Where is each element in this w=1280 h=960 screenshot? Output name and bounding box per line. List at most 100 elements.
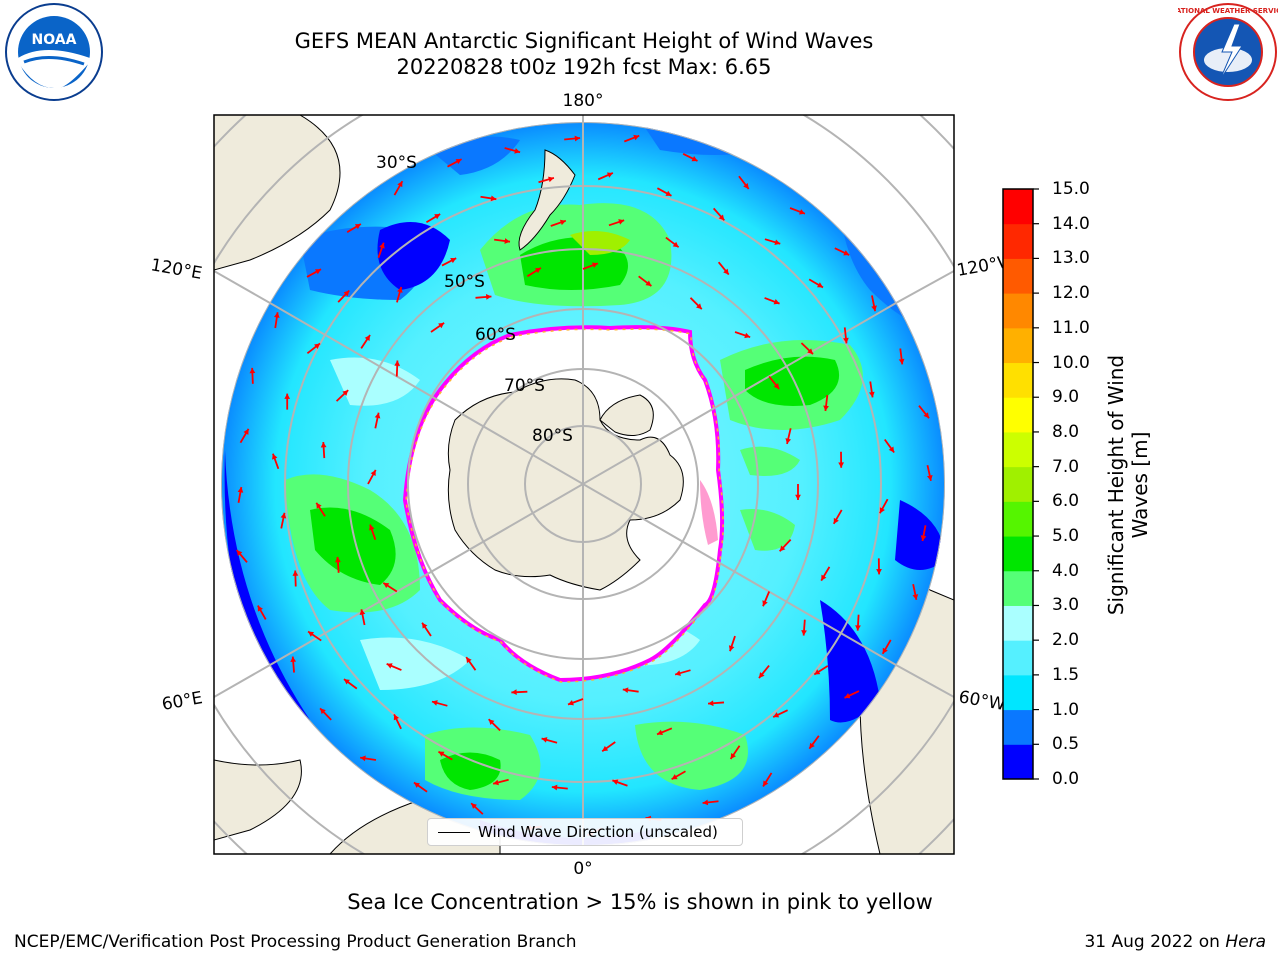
lat-label-60s: 60°S — [475, 325, 516, 345]
colorbar-tick-label: 1.5 — [1052, 664, 1080, 685]
colorbar-tick-label: 0.0 — [1052, 769, 1080, 789]
footer-date: 31 Aug 2022 on Hera — [1084, 932, 1266, 952]
nws-logo: NATIONAL WEATHER SERVICE — [1178, 3, 1278, 101]
wind-wave-arrow-head — [843, 337, 849, 344]
wind-wave-arrow-head — [272, 453, 278, 460]
colorbar-title: Significant Height of Wind Waves [m] — [1104, 354, 1152, 616]
colorbar-segment — [1003, 223, 1033, 259]
wind-wave-arrow-head — [868, 391, 875, 398]
wind-wave-arrow-head — [592, 262, 598, 268]
wind-wave-arrow-head — [838, 462, 845, 468]
wind-wave-arrow-head — [762, 600, 768, 607]
wind-wave-arrow-head — [541, 737, 548, 743]
wind-wave-arrow-head — [809, 742, 815, 749]
wind-wave-arrow-head — [342, 390, 349, 396]
wind-wave-arrow-head — [393, 714, 399, 721]
noaa-logo-text: NOAA — [32, 32, 77, 48]
wind-wave-arrow-head — [438, 322, 445, 329]
wind-wave-arrow-head — [888, 446, 895, 453]
wind-wave-arrow-head — [370, 469, 376, 476]
wind-wave-arrow-head — [243, 428, 249, 435]
wind-wave-arrow-head — [779, 545, 786, 552]
wind-wave-arrow-head — [548, 176, 554, 183]
wind-wave-arrow-head — [315, 269, 322, 275]
wind-wave-arrow-head — [466, 657, 472, 664]
wind-wave-arrow-head — [785, 438, 792, 444]
wind-wave-arrow-head — [488, 719, 495, 726]
wind-wave-arrow-head — [833, 517, 839, 524]
colorbar-tick-label: 4.0 — [1052, 560, 1080, 581]
wind-wave-arrow-head — [602, 745, 609, 752]
wind-wave-arrow-head — [743, 183, 749, 189]
wind-wave-arrow-head — [817, 282, 824, 288]
wind-wave-arrow-head — [455, 159, 462, 165]
lon-label-60e: 60°E — [160, 688, 204, 715]
wind-wave-arrow-head — [702, 799, 709, 806]
colorbar-tick-label: 8.0 — [1052, 421, 1080, 442]
wind-wave-arrows — [236, 134, 933, 837]
wind-wave-arrow-head — [723, 268, 729, 275]
wind-wave-arrow-head — [799, 209, 805, 215]
colorbar-tick-label: 2.0 — [1052, 630, 1080, 651]
colorbar-segment — [1003, 501, 1033, 537]
wind-wave-arrow-head — [314, 343, 320, 349]
colorbar-segment — [1003, 258, 1033, 294]
colorbar-segment — [1003, 570, 1033, 606]
colorbar-tick-label: 5.0 — [1052, 526, 1080, 547]
wind-wave-arrow-head — [485, 294, 492, 300]
wind-wave-arrow-head — [249, 367, 256, 374]
colorbar-tick-label: 7.0 — [1052, 456, 1080, 477]
wind-wave-arrow-head — [898, 358, 905, 365]
wind-wave-arrow-head — [879, 507, 885, 514]
lat-label-50s: 50°S — [444, 272, 485, 292]
wind-wave-arrow-head — [773, 383, 780, 390]
wind-wave-arrow-head — [438, 751, 445, 757]
wind-wave-arrow-head — [920, 535, 927, 542]
wind-wave-arrow-head — [728, 645, 735, 652]
graticule — [221, 122, 945, 846]
footer-machine: Hera — [1225, 932, 1266, 952]
chart-subtitle: 20220828 t00z 192h fcst Max: 6.65 — [396, 55, 772, 79]
colorbar-tick-label: 1.0 — [1052, 699, 1080, 720]
colorbar-tick-label: 11.0 — [1052, 317, 1090, 338]
wind-wave-arrow-head — [612, 779, 619, 785]
wind-wave-arrow-head — [397, 287, 403, 293]
wind-wave-arrow-head — [397, 181, 403, 188]
wind-wave-arrow-head — [369, 524, 375, 531]
wind-wave-arrow-head — [882, 647, 888, 654]
wind-wave-arrow-head — [394, 360, 401, 366]
wind-wave-arrow-head — [534, 267, 541, 274]
wind-wave-arrow-head — [923, 412, 930, 419]
wind-wave-arrow-head — [844, 693, 851, 699]
wind-wave-arrow-head — [559, 219, 566, 226]
wind-wave-arrow-head — [359, 609, 366, 616]
wind-wave-arrow-head — [511, 689, 517, 696]
colorbar-tick-label: 13.0 — [1052, 248, 1090, 269]
wind-wave-arrow-head — [633, 134, 640, 141]
wind-wave-arrow-head — [320, 442, 327, 448]
wind-wave-arrow-head — [823, 405, 829, 412]
colorbar-segment — [1003, 397, 1033, 433]
wind-wave-arrow-head — [290, 656, 297, 663]
wind-wave-arrow-head — [413, 782, 420, 788]
colorbar-tick-label: 15.0 — [1052, 179, 1090, 199]
wind-wave-arrow-head — [801, 630, 807, 636]
colorbar-tick-label: 9.0 — [1052, 387, 1080, 408]
wind-wave-arrow-head — [876, 569, 882, 575]
wind-wave-arrow-head — [360, 755, 366, 762]
lon-label-60w: 60°W — [957, 687, 1007, 715]
colorbar-segment — [1003, 605, 1033, 641]
wind-wave-arrow-head — [567, 699, 574, 706]
wind-wave-arrow-head — [257, 605, 263, 612]
footer-credit: NCEP/EMC/Verification Post Processing Pr… — [14, 932, 577, 952]
colorbar — [1003, 188, 1039, 780]
wind-wave-arrow-head — [744, 332, 751, 339]
colorbar-segment — [1003, 431, 1033, 468]
wind-wave-arrow-head — [504, 238, 511, 244]
lon-label-0: 0° — [573, 859, 592, 879]
wind-wave-arrow-head — [237, 487, 244, 493]
wind-wave-arrow-head — [280, 512, 287, 519]
wind-wave-arrow-head — [730, 753, 736, 760]
wind-wave-arrow-head — [708, 700, 714, 707]
wind-wave-arrow-head — [450, 258, 457, 264]
